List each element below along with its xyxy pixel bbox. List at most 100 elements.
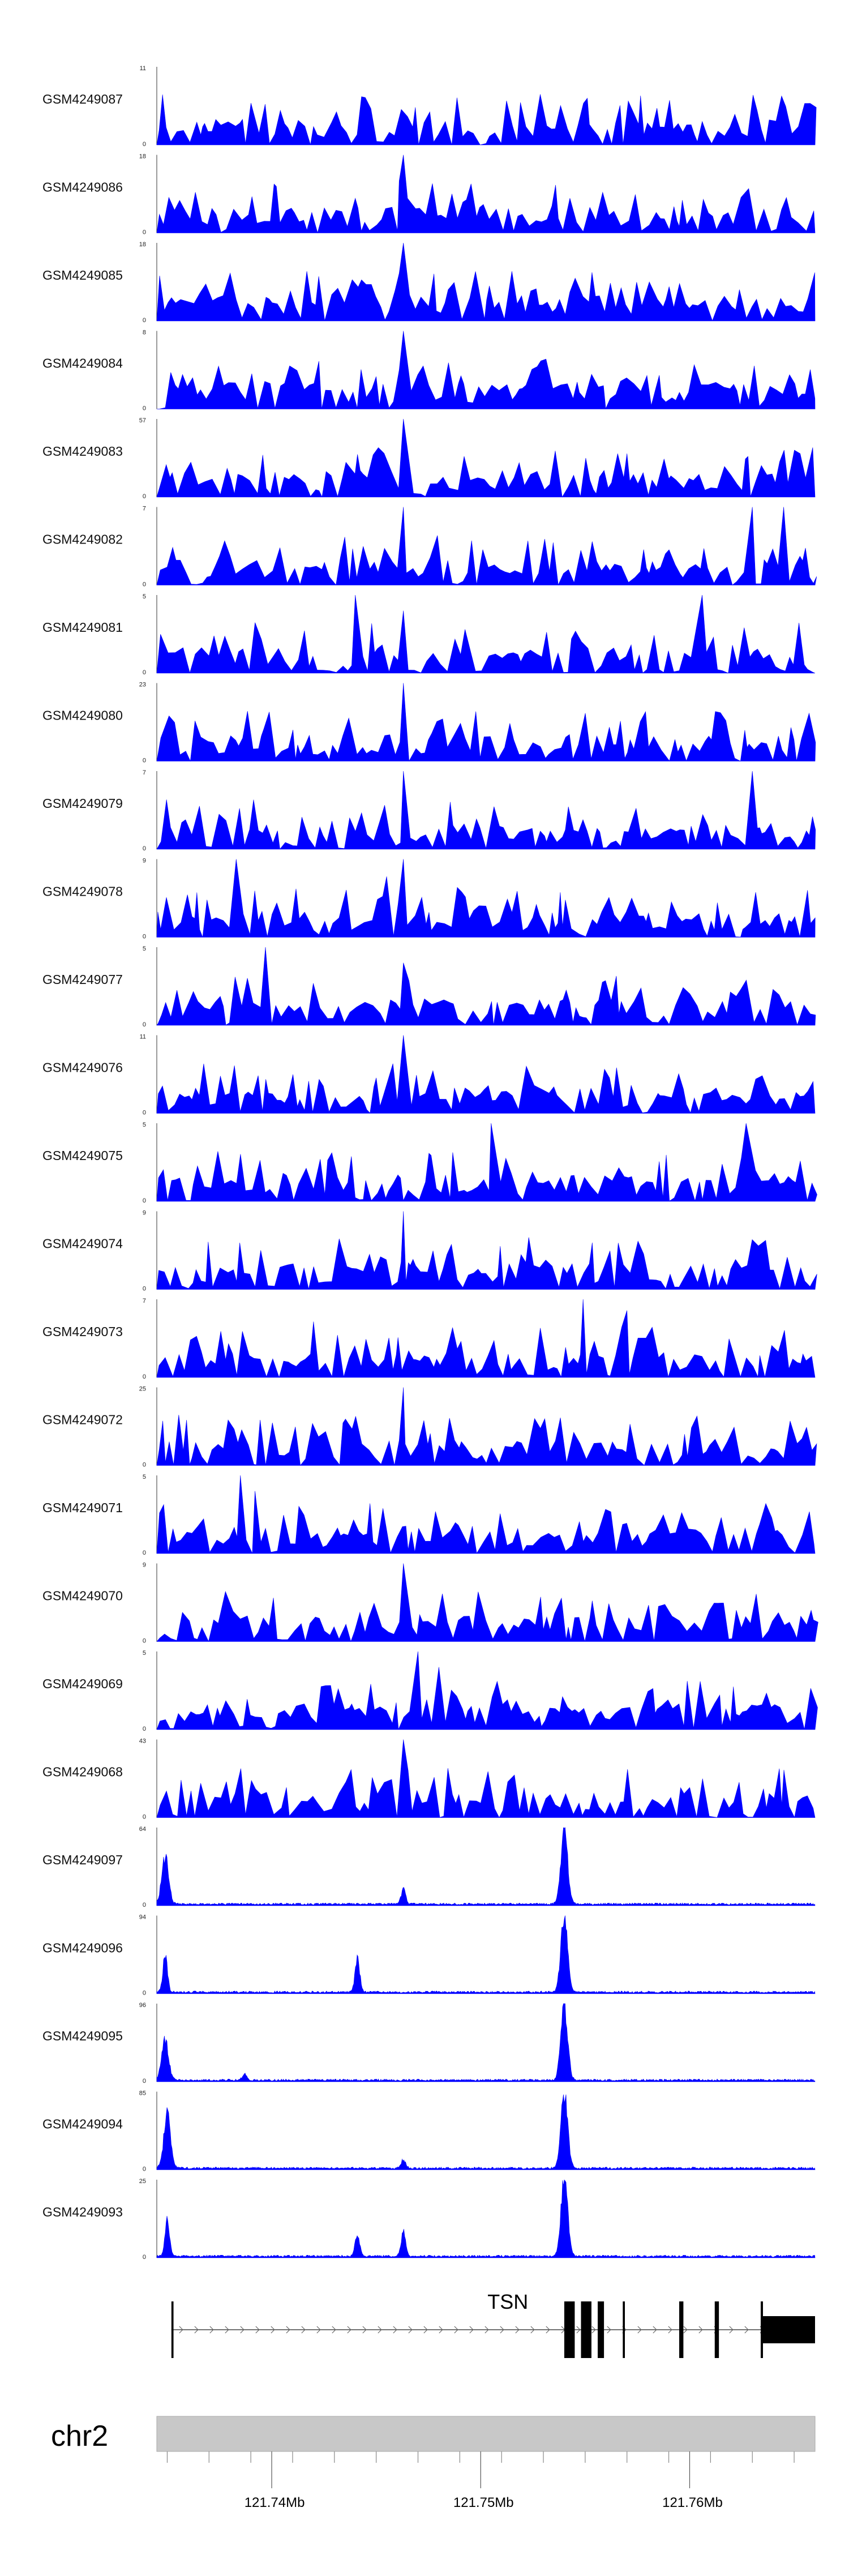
track: GSM4249084 8 0 (42, 330, 816, 412)
coverage-area (156, 771, 816, 850)
track-ymin-label: 0 (143, 1550, 146, 1556)
strand-arrow (209, 2326, 214, 2334)
coverage-area (156, 2094, 816, 2170)
strand-arrow (286, 2326, 290, 2334)
track-label: GSM4249071 (42, 1500, 123, 1515)
coverage-area (156, 1739, 816, 1818)
track: GSM4249082 7 0 (42, 506, 817, 588)
track-ymax-label: 9 (143, 1562, 146, 1569)
track-ymin-label: 0 (143, 317, 146, 324)
track-label: GSM4249093 (42, 2205, 123, 2219)
track: GSM4249096 94 0 (42, 1914, 816, 1997)
track-label: GSM4249095 (42, 2029, 123, 2043)
track: GSM4249075 5 0 (42, 1122, 817, 1204)
track-ymax-label: 11 (140, 1034, 146, 1041)
track-label: GSM4249069 (42, 1676, 123, 1691)
track-ymax-label: 11 (140, 65, 146, 72)
track-label: GSM4249070 (42, 1589, 123, 1603)
strand-arrow (179, 2326, 183, 2334)
track: GSM4249069 5 0 (42, 1650, 818, 1732)
track-label: GSM4249082 (42, 532, 123, 547)
track-label: GSM4249096 (42, 1941, 123, 1955)
strand-arrow (378, 2326, 382, 2334)
track-ymin-label: 0 (143, 845, 146, 852)
track-label: GSM4249073 (42, 1324, 123, 1339)
strand-arrow (362, 2326, 367, 2334)
strand-arrow (653, 2326, 657, 2334)
track-ymax-label: 57 (139, 417, 146, 424)
track: GSM4249076 11 0 (42, 1034, 816, 1116)
track-ymax-label: 96 (139, 2002, 146, 2009)
exon (581, 2301, 591, 2358)
track-label: GSM4249076 (42, 1060, 123, 1075)
track-ymin-label: 0 (143, 1638, 146, 1645)
track-ymin-label: 0 (143, 2166, 146, 2173)
track: GSM4249087 11 0 (42, 65, 817, 148)
strand-arrow (454, 2326, 458, 2334)
exon (171, 2301, 174, 2358)
exon (623, 2301, 625, 2358)
track-label: GSM4249086 (42, 180, 123, 195)
exon (761, 2301, 764, 2358)
coverage-area (156, 1123, 817, 1202)
coverage-area (156, 594, 816, 674)
strand-arrow (240, 2326, 245, 2334)
track-ymax-label: 5 (143, 945, 146, 952)
track-ymax-label: 7 (143, 1298, 146, 1304)
strand-arrow (698, 2326, 703, 2334)
strand-arrow (546, 2326, 550, 2334)
strand-arrow (255, 2326, 260, 2334)
tick-label: 121.75Mb (453, 2495, 514, 2510)
track-ymax-label: 18 (139, 153, 146, 160)
strand-arrow (225, 2326, 229, 2334)
tick-label: 121.76Mb (662, 2495, 723, 2510)
track-ymin-label: 0 (143, 1462, 146, 1469)
track: GSM4249093 25 0 (42, 2178, 816, 2261)
track-ymin-label: 0 (143, 1373, 146, 1380)
track-label: GSM4249075 (42, 1148, 123, 1163)
tick-label: 121.74Mb (245, 2495, 305, 2510)
strand-arrow (484, 2326, 489, 2334)
track-label: GSM4249085 (42, 268, 123, 283)
strand-arrow (439, 2326, 443, 2334)
track-ymin-label: 0 (143, 758, 146, 764)
strand-arrow (423, 2326, 428, 2334)
gene-name-label: TSN (487, 2290, 528, 2313)
track-label: GSM4249080 (42, 708, 123, 723)
track-label: GSM4249081 (42, 620, 123, 635)
coverage-area (156, 1827, 816, 1906)
strand-arrow (271, 2326, 275, 2334)
track-label: GSM4249097 (42, 1852, 123, 1867)
track-ymax-label: 8 (143, 330, 146, 336)
track-ymin-label: 0 (143, 1286, 146, 1293)
strand-arrow (515, 2326, 520, 2334)
track: GSM4249071 5 0 (42, 1474, 816, 1556)
track: GSM4249083 57 0 (42, 417, 816, 500)
track: GSM4249081 5 0 (42, 593, 816, 676)
chromosome-axis: chr2 121.74Mb 121.75Mb 121.76Mb (51, 2416, 816, 2510)
coverage-area (156, 1915, 816, 1994)
track-ymin-label: 0 (143, 669, 146, 676)
track-label: GSM4249072 (42, 1413, 123, 1427)
track-label: GSM4249087 (42, 92, 123, 106)
strand-arrow (469, 2326, 474, 2334)
track-ymin-label: 0 (143, 229, 146, 236)
coverage-area (156, 1035, 816, 1114)
exon (679, 2301, 684, 2358)
track: GSM4249094 85 0 (42, 2090, 816, 2173)
track-ymin-label: 0 (143, 1902, 146, 1909)
track: GSM4249086 18 0 (42, 153, 816, 236)
track-label: GSM4249094 (42, 2117, 123, 2132)
track-label: GSM4249074 (42, 1236, 123, 1251)
track-ymax-label: 18 (139, 241, 146, 248)
track-ymin-label: 0 (143, 934, 146, 940)
gene-annotation-track: TSN (171, 2290, 815, 2358)
track-label: GSM4249079 (42, 796, 123, 811)
track-ymax-label: 5 (143, 593, 146, 600)
track-ymax-label: 7 (143, 506, 146, 512)
track-ymax-label: 85 (139, 2090, 146, 2097)
track: GSM4249080 23 0 (42, 682, 816, 764)
strand-arrow (500, 2326, 504, 2334)
track-label: GSM4249078 (42, 884, 123, 899)
